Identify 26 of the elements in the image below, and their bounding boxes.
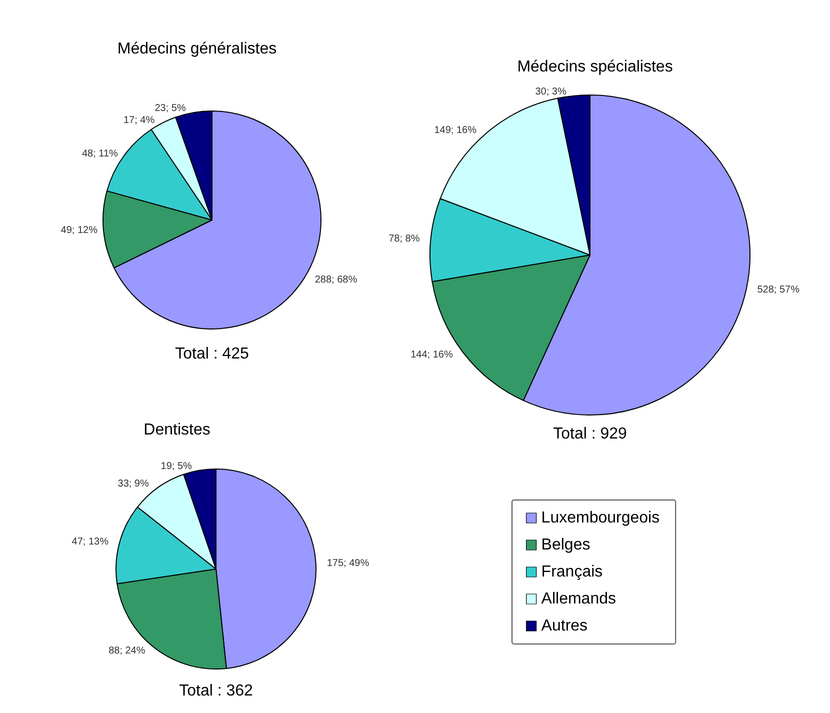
legend-label: Belges (541, 536, 590, 554)
legend-label: Allemands (541, 590, 616, 608)
data-label: 19; 5% (160, 460, 192, 472)
text: Total : 929 (553, 426, 628, 442)
data-label: 78; 8% (388, 234, 420, 245)
slice-label: Médecins généralistes (117, 40, 277, 58)
data-label: 528; 57% (757, 284, 800, 296)
data-label: 175; 49% (326, 558, 370, 570)
data-label: 88; 24% (108, 646, 146, 657)
slice-label: Dentistes (144, 422, 210, 438)
data-label: 144; 16% (410, 349, 453, 360)
text: Total : 362 (179, 682, 254, 700)
data-label: 17; 4% (123, 115, 155, 126)
legend-label: Autres (541, 618, 588, 634)
text: Total : 425 (175, 346, 250, 362)
data-label: 49; 12% (60, 224, 98, 236)
legend-label: Luxembourgeois (541, 510, 660, 526)
data-label: 48; 11% (82, 148, 118, 160)
data-label: 23; 5% (154, 103, 186, 114)
data-label: 30; 3% (535, 86, 566, 98)
data-label: 149; 16% (434, 124, 477, 136)
slice-label: Médecins spécialistes (517, 58, 673, 76)
data-label: 33; 9% (118, 478, 149, 490)
legend-label: Français (541, 564, 603, 580)
data-label: 47; 13% (72, 536, 109, 548)
data-label: 288; 68% (314, 274, 358, 286)
